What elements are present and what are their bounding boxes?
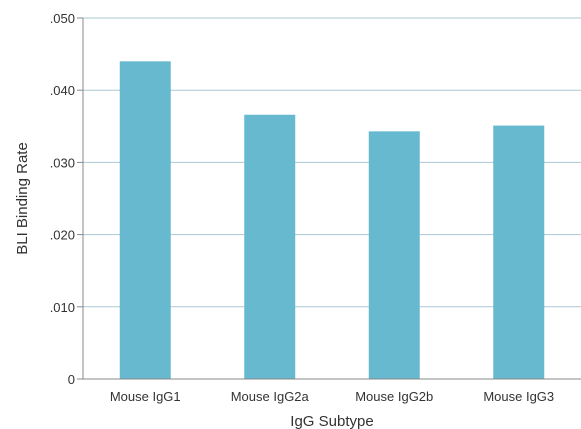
x-tick-labels: Mouse IgG1 Mouse IgG2a Mouse IgG2b Mouse Ig… (110, 389, 554, 404)
bar (493, 125, 545, 379)
y-axis-title: BLI Binding Rate (14, 142, 31, 255)
x-tick-label: Mouse IgG2a (231, 389, 310, 404)
x-tick-label: Mouse IgG1 (110, 389, 181, 404)
x-tick-label: Mouse IgG2b (355, 389, 433, 404)
axes (82, 18, 581, 380)
bar (244, 114, 296, 380)
y-tick-label: .020 (50, 228, 75, 243)
bar (368, 131, 420, 379)
x-axis-title: IgG Subtype (290, 413, 373, 429)
x-tick-label: Mouse IgG3 (483, 389, 554, 404)
y-tick-label: 0 (68, 372, 75, 387)
y-tick-labels: 0 .010 .020 .030 .040 .050 (50, 11, 83, 387)
y-tick-label: .030 (50, 155, 75, 170)
y-tick-label: .010 (50, 300, 75, 315)
bar (119, 61, 171, 379)
bars (119, 61, 545, 380)
y-tick-label: .040 (50, 83, 75, 98)
y-tick-label: .050 (50, 11, 75, 26)
